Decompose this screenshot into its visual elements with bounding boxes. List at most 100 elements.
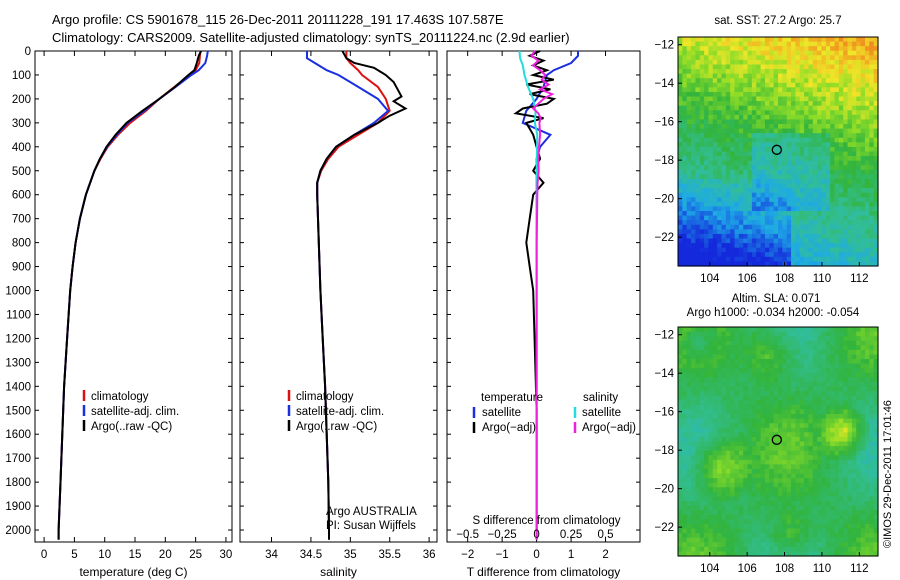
x-tick-label: 25 (189, 549, 202, 561)
depth-tick-label: 800 (12, 238, 31, 250)
legend-label: Argo(−adj) (582, 422, 636, 434)
depth-tick-label: 1200 (5, 333, 31, 345)
map-x-tick-label: 106 (738, 563, 757, 575)
map-x-tick-label: 112 (850, 273, 868, 285)
depth-tick-label: 600 (12, 190, 31, 202)
depth-tick-label: 2000 (5, 525, 31, 537)
map-x-tick-label: 108 (775, 563, 794, 575)
depth-tick-label: 1000 (5, 286, 31, 298)
imos-stamp: ©IMOS 29-Dec-2011 17:01:46 (882, 400, 894, 548)
x-tick-label: 34 (265, 549, 278, 561)
top-x-tick-label: 0.25 (560, 529, 582, 541)
x-tick-label: 20 (159, 549, 172, 561)
legend-label: climatology (91, 391, 149, 403)
map-frame (677, 36, 879, 267)
depth-tick-label: 1500 (5, 405, 31, 417)
map-y-tick-label: −18 (654, 155, 674, 167)
depth-tick-label: 0 (25, 46, 31, 58)
series-line-argo-raw-qc- (57, 50, 202, 540)
panel-frame-2 (239, 50, 438, 543)
x-tick-label: 1 (568, 549, 574, 561)
legend-label: satellite-adj. clim. (91, 406, 179, 418)
x-axis-label: T difference from climatology (467, 565, 621, 579)
map-frame (677, 326, 879, 557)
x-tick-label: −2 (461, 549, 474, 561)
x-tick-label: 2 (602, 549, 608, 561)
depth-tick-label: 1600 (5, 429, 31, 441)
depth-tick-label: 1100 (6, 309, 31, 321)
x-tick-label: 30 (220, 549, 233, 561)
map-y-tick-label: −14 (654, 78, 674, 90)
series-line-argo-raw-qc- (316, 50, 408, 540)
x-tick-label: 34.5 (300, 549, 322, 561)
sst-map-title: sat. SST: 27.2 Argo: 25.7 (714, 15, 841, 27)
panel-frame-1 (34, 50, 233, 543)
argo-position-marker (771, 144, 782, 155)
x-tick-label: 15 (129, 549, 142, 561)
map-y-tick-label: −16 (654, 407, 674, 419)
map-y-tick-label: −12 (654, 330, 674, 342)
sla-map-title: Altim. SLA: 0.071 (732, 293, 821, 305)
top-x-tick-label: 0.5 (598, 529, 614, 541)
map-y-tick-label: −22 (654, 232, 674, 244)
top-x-tick-label: 0 (533, 529, 539, 541)
depth-tick-label: 200 (12, 94, 31, 106)
x-tick-label: 0 (41, 549, 47, 561)
map-y-tick-label: −22 (654, 522, 674, 534)
x-tick-label: 35 (344, 549, 357, 561)
plot-title-line2: Climatology: CARS2009. Satellite-adjuste… (52, 30, 570, 45)
sla-map-subtitle: Argo h1000: -0.034 h2000: -0.054 (687, 307, 860, 319)
depth-tick-label: 900 (12, 262, 31, 274)
map-x-tick-label: 106 (738, 273, 757, 285)
depth-tick-label: 1900 (5, 501, 31, 513)
series-line-t-argo-adj- (513, 50, 557, 540)
legend-label: satellite (582, 407, 621, 419)
x-tick-label: 0 (533, 549, 539, 561)
depth-tick-label: 700 (12, 214, 31, 226)
map-y-tick-label: −14 (654, 368, 674, 380)
legend-title-temperature: temperature (481, 392, 543, 404)
legend-label: climatology (296, 391, 354, 403)
depth-tick-label: 100 (12, 70, 31, 82)
plot-title-line1: Argo profile: CS 5901678_115 26-Dec-2011… (52, 12, 504, 27)
map-y-tick-label: −16 (654, 117, 674, 129)
map-y-tick-label: −18 (654, 445, 674, 457)
map-x-tick-label: 110 (813, 563, 831, 575)
legend-label: satellite-adj. clim. (296, 406, 384, 418)
legend-label: satellite (482, 407, 521, 419)
top-x-tick-label: −0.5 (456, 529, 479, 541)
annotation-text: Argo AUSTRALIA (326, 506, 417, 518)
map-y-tick-label: −12 (654, 40, 674, 52)
depth-tick-label: 300 (12, 118, 31, 130)
x-axis-label: temperature (deg C) (79, 565, 187, 579)
depth-tick-label: 500 (12, 166, 31, 178)
legend-label: Argo(−adj) (482, 422, 536, 434)
series-line-s-argo-adj- (529, 50, 555, 540)
map-sst (678, 37, 879, 267)
x-tick-label: 35.5 (379, 549, 401, 561)
map-y-tick-label: −20 (654, 194, 674, 206)
depth-tick-label: 1700 (5, 453, 31, 465)
map-x-tick-label: 108 (775, 273, 794, 285)
panel-frame-3 (446, 50, 641, 543)
map-y-tick-label: −20 (654, 484, 674, 496)
x-tick-label: 36 (423, 549, 436, 561)
map-x-tick-label: 104 (700, 563, 720, 575)
x-tick-label: 10 (98, 549, 111, 561)
depth-tick-label: 1800 (5, 477, 31, 489)
x-axis-label: salinity (320, 565, 357, 579)
x-tick-label: −1 (496, 549, 509, 561)
annotation-text: PI: Susan Wijffels (326, 520, 416, 532)
x-tick-label: 5 (71, 549, 77, 561)
map-sla (678, 327, 879, 557)
legend-label: Argo(..raw -QC) (296, 421, 377, 433)
depth-tick-label: 1400 (5, 381, 31, 393)
depth-tick-label: 400 (12, 142, 31, 154)
map-x-tick-label: 110 (813, 273, 831, 285)
top-x-axis-label: S difference from climatology (472, 515, 620, 527)
top-x-tick-label: −0.25 (488, 529, 517, 541)
legend-title-salinity: salinity (583, 392, 618, 404)
map-x-tick-label: 104 (700, 273, 720, 285)
argo-position-marker (771, 434, 782, 445)
